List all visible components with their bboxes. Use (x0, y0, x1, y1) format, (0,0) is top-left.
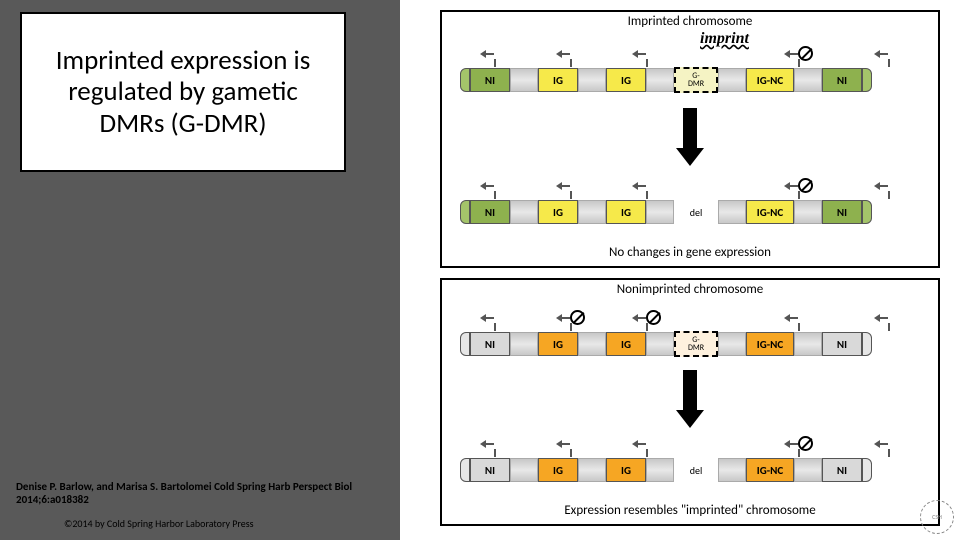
chromosome-spacer (510, 458, 538, 482)
gene-segment: NI (822, 332, 862, 356)
promoter-arrow-icon (562, 443, 580, 457)
promoter-arrow-icon (880, 443, 898, 457)
gene-segment: IG (606, 332, 646, 356)
chromosome-spacer (510, 68, 538, 92)
chromosome-spacer (510, 200, 538, 224)
promoter-arrow-icon (486, 317, 504, 331)
chromosome-cap (460, 200, 470, 224)
chromosome-cap (460, 68, 470, 92)
down-arrow-icon (680, 370, 700, 428)
gene-segment: NI (470, 200, 510, 224)
deletion-gap: del (674, 458, 718, 482)
chromosome-spacer (646, 332, 674, 356)
promoter-arrow-icon (486, 53, 504, 67)
chromosome-spacer (718, 458, 746, 482)
chromosome-cap (460, 332, 470, 356)
promoter-arrow-icon (638, 53, 656, 67)
gene-segment: IG (538, 332, 578, 356)
promoter-arrow-icon (486, 443, 504, 457)
chromosome-spacer (646, 68, 674, 92)
promoter-arrow-icon (562, 53, 580, 67)
chromosome-spacer (578, 332, 606, 356)
chromosome: NI IG IG G-DMR IG-NC NI (460, 68, 872, 92)
chromosome: NI IG IG del IG-NC NI (460, 458, 872, 482)
gene-segment: NI (470, 458, 510, 482)
promoter-arrow-icon (486, 185, 504, 199)
chromosome-spacer (794, 332, 822, 356)
gene-segment: NI (822, 68, 862, 92)
citation: Denise P. Barlow, and Marisa S. Bartolom… (16, 480, 376, 506)
chromosome: NI IG IG G-DMR IG-NC NI (460, 332, 872, 356)
gene-segment: IG (538, 458, 578, 482)
promoter-arrow-icon (638, 185, 656, 199)
gene-segment: NI (822, 458, 862, 482)
slide: Imprinted expression is regulated by gam… (0, 0, 960, 540)
chromosome-spacer (718, 200, 746, 224)
gene-segment: IG (538, 200, 578, 224)
title-text: Imprinted expression is regulated by gam… (36, 45, 330, 138)
chromosome-cap (862, 458, 872, 482)
gene-segment: NI (470, 332, 510, 356)
promoter-arrow-icon (880, 185, 898, 199)
gene-segment: NI (470, 68, 510, 92)
chromosome-spacer (794, 68, 822, 92)
blocked-icon (798, 178, 813, 193)
chromosome-spacer (718, 68, 746, 92)
figure-area: Imprinted chromosomeNIIGIGG-DMRIG-NCNINI… (400, 0, 960, 540)
chromosome-cap (862, 200, 872, 224)
gdmr-box: G-DMR (674, 331, 718, 357)
chromosome-cap (460, 458, 470, 482)
gdmr-box: G-DMR (674, 67, 718, 93)
chromosome-spacer (794, 200, 822, 224)
panel-caption: Expression resembles "imprinted" chromos… (564, 503, 815, 518)
deletion-gap: del (674, 200, 718, 224)
gene-segment: IG-NC (746, 458, 794, 482)
chromosome-spacer (646, 458, 674, 482)
watermark-text: CSH (932, 513, 942, 521)
gene-segment: IG-NC (746, 200, 794, 224)
gene-segment: IG (606, 200, 646, 224)
promoter-arrow-icon (638, 443, 656, 457)
imprint-label: imprint (700, 30, 749, 48)
gene-segment: IG (538, 68, 578, 92)
panel-nonimprinted: Nonimprinted chromosomeNIIGIGG-DMRIG-NCN… (440, 278, 940, 526)
promoter-arrow-icon (790, 317, 808, 331)
gene-segment: IG-NC (746, 332, 794, 356)
chromosome-spacer (578, 458, 606, 482)
chromosome-cap (862, 68, 872, 92)
down-arrow-icon (680, 108, 700, 166)
gene-segment: IG-NC (746, 68, 794, 92)
panel-title: Imprinted chromosome (628, 14, 753, 29)
blocked-icon (646, 310, 661, 325)
promoter-arrow-icon (880, 53, 898, 67)
chromosome-spacer (510, 332, 538, 356)
gene-segment: NI (822, 200, 862, 224)
title-box: Imprinted expression is regulated by gam… (20, 12, 346, 172)
copyright: ©2014 by Cold Spring Harbor Laboratory P… (64, 517, 254, 530)
sidebar: Imprinted expression is regulated by gam… (0, 0, 400, 540)
panel-imprinted: Imprinted chromosomeNIIGIGG-DMRIG-NCNINI… (440, 10, 940, 268)
chromosome-spacer (578, 68, 606, 92)
panel-caption: No changes in gene expression (609, 245, 771, 260)
chromosome-cap (862, 332, 872, 356)
panel-title: Nonimprinted chromosome (617, 282, 764, 297)
blocked-icon (570, 310, 585, 325)
gene-segment: IG (606, 68, 646, 92)
promoter-arrow-icon (562, 185, 580, 199)
chromosome-spacer (578, 200, 606, 224)
blocked-icon (798, 436, 813, 451)
chromosome-spacer (718, 332, 746, 356)
promoter-arrow-icon (880, 317, 898, 331)
gene-segment: IG (606, 458, 646, 482)
blocked-icon (798, 46, 813, 61)
cshl-watermark-icon: CSH (920, 500, 954, 534)
chromosome-spacer (794, 458, 822, 482)
chromosome-spacer (646, 200, 674, 224)
chromosome: NI IG IG del IG-NC NI (460, 200, 872, 224)
